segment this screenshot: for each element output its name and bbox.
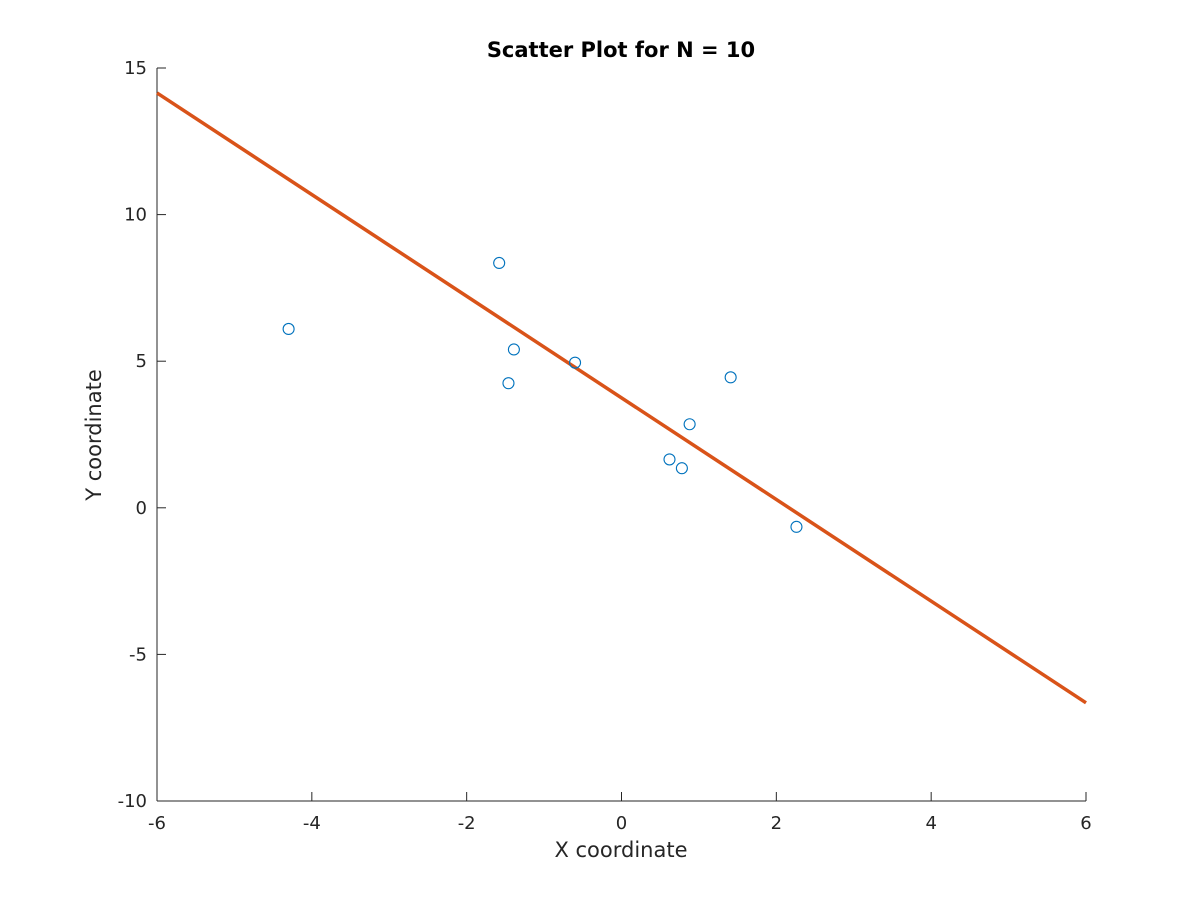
y-tick-label: 0 [136, 498, 147, 519]
scatter-point [683, 418, 696, 431]
y-tick-label: 15 [124, 58, 147, 79]
y-tick-label: 5 [136, 351, 147, 372]
x-tick-label: -2 [458, 813, 476, 834]
scatter-point [502, 377, 515, 390]
x-tick-label: 2 [771, 813, 782, 834]
plot-marks [156, 91, 1087, 705]
y-tick-label: 10 [124, 205, 147, 226]
scatter-point [493, 256, 506, 270]
x-tick-label: -6 [148, 813, 166, 834]
x-tick-label: 6 [1080, 813, 1091, 834]
fit-line [156, 91, 1087, 705]
scatter-point [663, 453, 676, 466]
scatter-point [675, 462, 688, 475]
scatter-point [724, 371, 737, 384]
scatter-point [282, 322, 295, 335]
scatter-point [568, 356, 582, 369]
axes [156, 68, 1086, 802]
y-tick-label: -10 [118, 791, 147, 812]
x-tick-label: 4 [925, 813, 936, 834]
y-ticks: -10 -5 0 5 10 15 [118, 58, 166, 812]
x-ticks: -6 -4 -2 0 2 4 6 [148, 792, 1092, 834]
x-axis-label: X coordinate [554, 838, 687, 862]
scatter-point [790, 520, 803, 533]
chart-title: Scatter Plot for N = 10 [487, 38, 755, 62]
scatter-point [507, 343, 520, 356]
y-axis-label: Y coordinate [82, 369, 106, 502]
y-tick-label: -5 [129, 644, 147, 665]
x-tick-label: -4 [303, 813, 321, 834]
x-tick-label: 0 [616, 813, 627, 834]
